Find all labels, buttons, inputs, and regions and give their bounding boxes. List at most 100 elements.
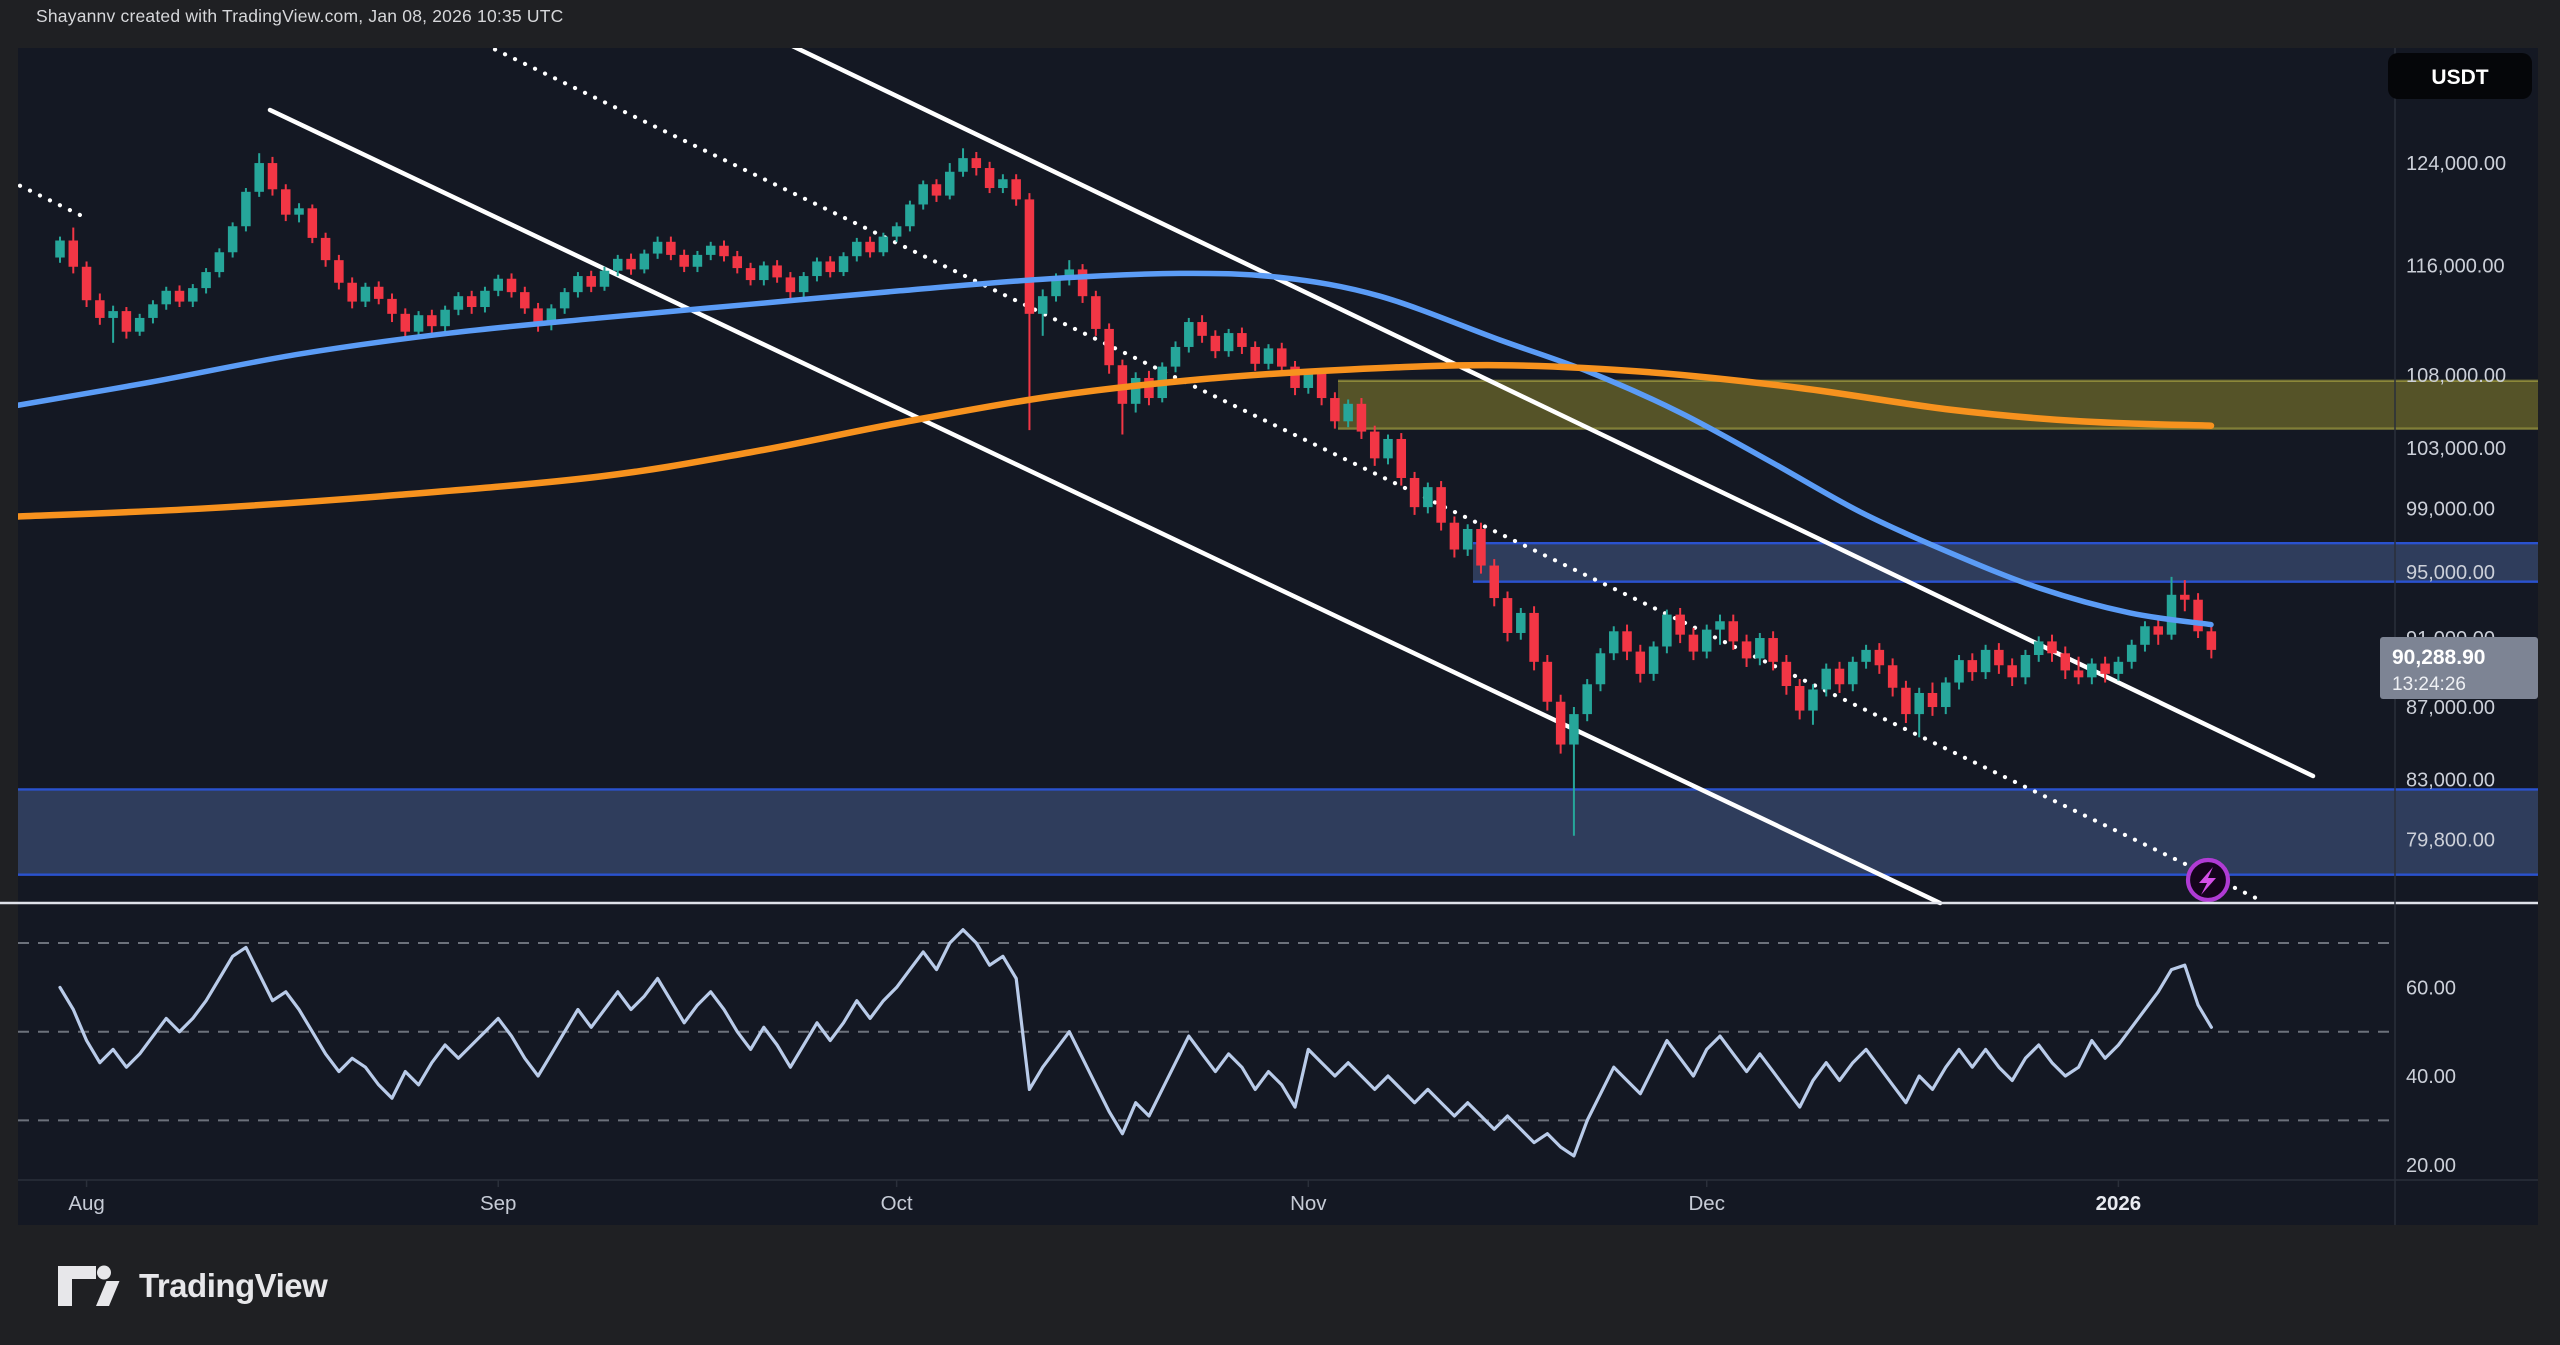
candle (1741, 641, 1752, 659)
candle (55, 240, 65, 258)
candle (1343, 403, 1353, 422)
price-tick-108000: 108,000.00 (2406, 365, 2506, 387)
candle (1277, 348, 1287, 367)
candle (984, 168, 995, 189)
candle (1011, 179, 1021, 200)
candle (745, 268, 756, 281)
candle (307, 208, 318, 238)
candle (958, 158, 968, 172)
candle (1303, 373, 1314, 388)
candle (1409, 477, 1420, 508)
channel-line-left (267, 107, 1943, 906)
rsi-pane[interactable] (18, 928, 2395, 1158)
candle (1316, 373, 1327, 399)
candle (1489, 565, 1499, 599)
frame-left (0, 48, 18, 1225)
candle (1821, 668, 1831, 690)
candle (1449, 522, 1460, 550)
candle (865, 241, 875, 253)
candle (254, 163, 264, 192)
candle (2007, 665, 2017, 678)
tradingview-logo-text: TradingView (139, 1267, 328, 1304)
candle (1848, 661, 1858, 685)
candle (1808, 689, 1818, 711)
time-axis-labels[interactable]: Aug Sep Oct Nov Dec 2026 (68, 1180, 2141, 1215)
candle (1794, 686, 1805, 711)
candle (81, 266, 92, 301)
candle (201, 272, 211, 289)
candle (440, 309, 450, 327)
candle (1887, 665, 1898, 688)
candle (294, 208, 304, 215)
currency-pill-label: USDT (2431, 66, 2488, 89)
candle (1941, 682, 1951, 708)
rsi-line (58, 928, 2213, 1158)
candle (1967, 660, 1978, 673)
candle (1688, 634, 1699, 652)
price-tick-87000: 87,000.00 (2406, 697, 2495, 719)
candle (161, 290, 171, 305)
candle (626, 258, 636, 270)
candle (214, 252, 225, 273)
time-tick-Sep: Sep (480, 1192, 516, 1215)
frame-bottom (0, 1225, 2560, 1345)
candle (360, 286, 371, 302)
rsi-tick-20: 20.00 (2406, 1155, 2456, 1177)
candle (1874, 649, 1885, 666)
candle (108, 311, 118, 318)
candle (1569, 714, 1579, 745)
candle (1091, 296, 1101, 329)
candle (2020, 654, 2031, 678)
candle (586, 276, 596, 287)
candle (838, 256, 849, 273)
candle (1064, 269, 1075, 279)
candle (546, 308, 557, 325)
candle (1250, 346, 1260, 364)
candle (2166, 594, 2177, 635)
candle (1051, 278, 1061, 297)
candle (998, 179, 1008, 189)
candle (812, 261, 822, 277)
candle (1237, 333, 1247, 347)
time-tick-2026: 2026 (2096, 1192, 2142, 1215)
tradingview-logo: TradingView (58, 1262, 328, 1310)
candle (1077, 269, 1088, 297)
candle (320, 237, 331, 261)
candle (267, 163, 278, 190)
candle (732, 256, 743, 269)
candle (1914, 692, 1924, 715)
candle (2033, 641, 2044, 655)
candle (1130, 377, 1141, 404)
candle (95, 300, 105, 318)
candle (506, 278, 517, 293)
currency-pill-bg (2388, 53, 2532, 99)
resistance-zone-olive (1338, 380, 2560, 429)
frame-top (0, 0, 2560, 48)
candle (1516, 612, 1526, 633)
candle (68, 240, 79, 267)
candle (599, 270, 610, 287)
candle (1755, 638, 1765, 659)
candle (1954, 660, 1964, 683)
price-tick-95000: 95,000.00 (2406, 562, 2495, 584)
candle (1781, 661, 1792, 687)
candle (520, 292, 530, 309)
candle (1502, 598, 1513, 633)
candle (2140, 626, 2150, 645)
candle (1728, 621, 1739, 642)
candle (945, 171, 955, 196)
candle (373, 286, 384, 299)
candle (148, 304, 158, 318)
candle (1144, 377, 1154, 399)
candle (241, 191, 251, 227)
candle (1263, 348, 1274, 364)
candle (2060, 653, 2071, 671)
candle (1635, 651, 1646, 674)
currency-badge[interactable]: USDT (2388, 53, 2532, 99)
frame-right (2538, 48, 2560, 1225)
candle (1330, 398, 1340, 422)
candle (798, 276, 809, 293)
